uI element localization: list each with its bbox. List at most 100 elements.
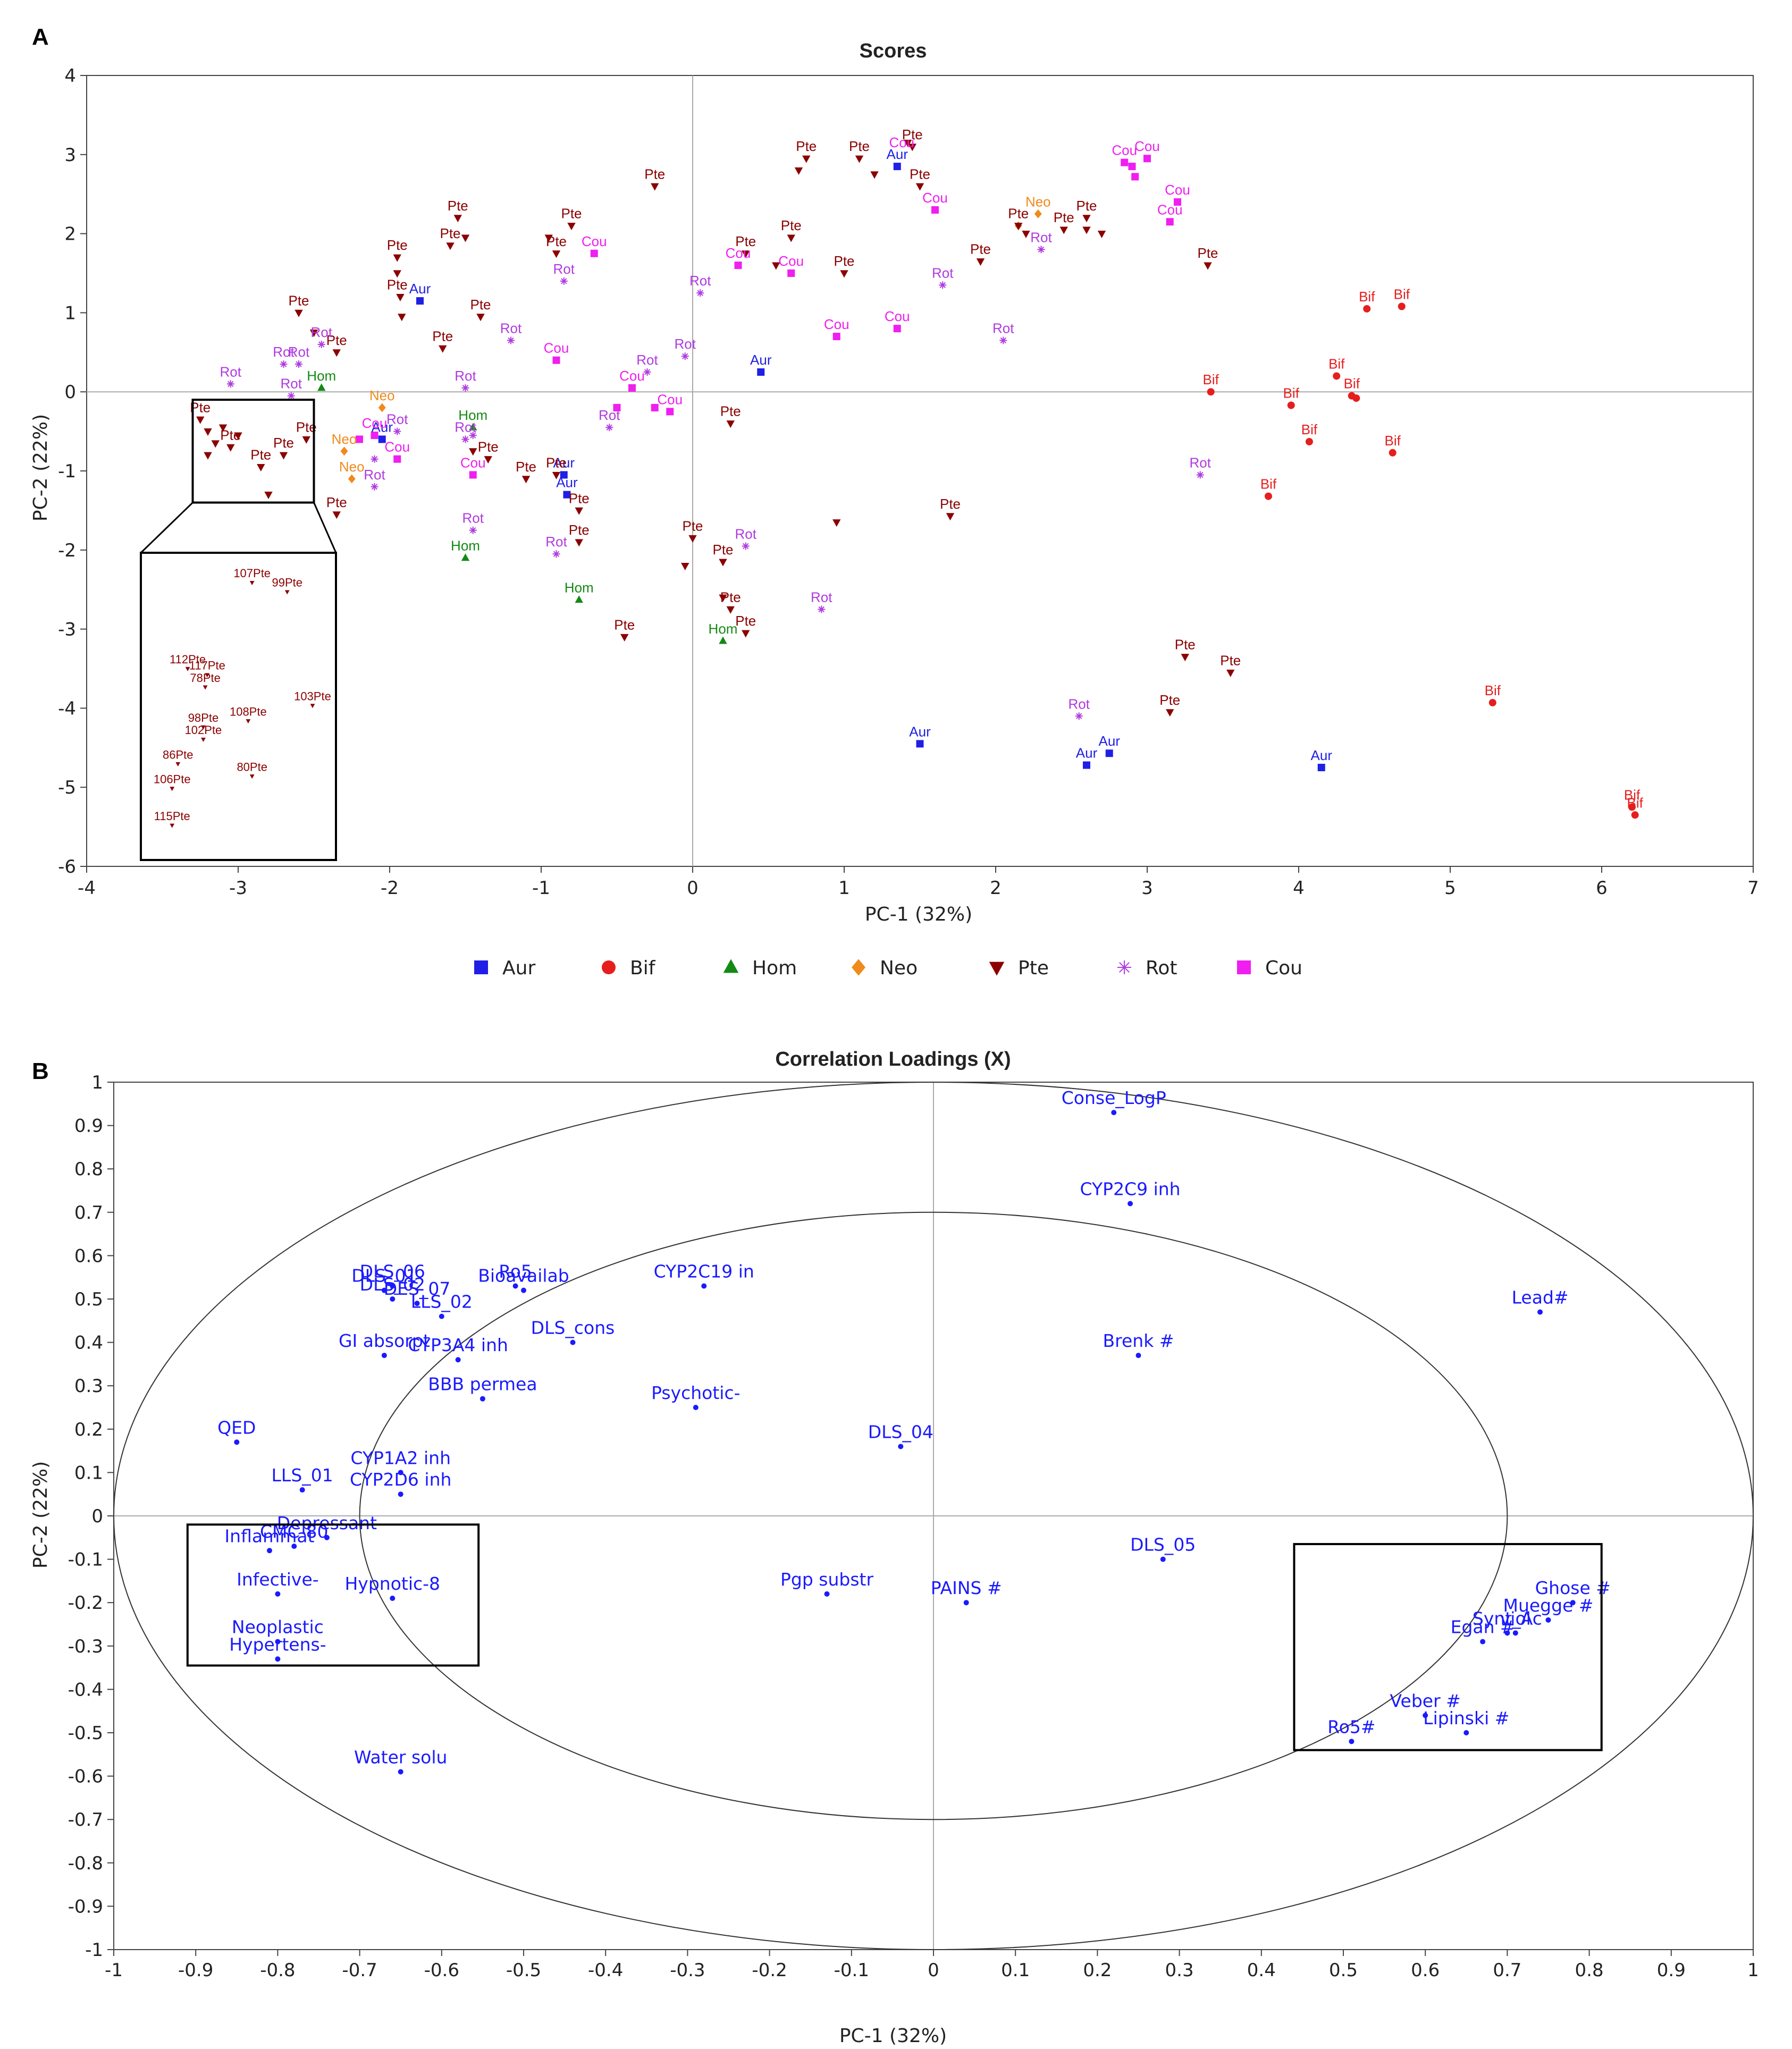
star-stroke (743, 543, 749, 550)
point-label-hom: Hom (565, 580, 594, 596)
data-point-rot (999, 336, 1007, 344)
loading-point (1128, 1201, 1133, 1207)
x-tick-label: 1 (1747, 1960, 1759, 1981)
x-tick-label: -2 (381, 878, 399, 899)
loading-point (275, 1639, 281, 1645)
point-label-pte: Pte (432, 328, 453, 344)
data-point-pte (567, 223, 576, 231)
inset-point (201, 737, 206, 742)
point-label-rot: Rot (364, 467, 385, 483)
loading-label: DLS_cons (531, 1318, 615, 1338)
data-point-pte (976, 258, 985, 266)
loading-point (414, 1301, 420, 1306)
inset-point (284, 590, 290, 595)
loading-point (1423, 1713, 1428, 1718)
chart-a-plot-area: -4 -3 -2 -1 0 1 2 3 4 5 6 743210-1-2-3-4-5-6AurAurA… (58, 65, 1759, 899)
point-label-rot: Rot (220, 364, 242, 380)
data-point-pte (1097, 231, 1106, 238)
loading-label: DLS_06 (360, 1261, 425, 1282)
data-point-rot (507, 336, 515, 344)
data-point-pte (552, 471, 561, 479)
panel-letter-b: B (32, 1058, 49, 1084)
loading-label: Infective- (237, 1569, 319, 1590)
loading-label: Lead# (1512, 1287, 1569, 1308)
point-label-bif: Bif (1359, 289, 1375, 305)
loading-label: DLS_02 (360, 1274, 425, 1295)
y-tick-label: -1 (58, 461, 76, 482)
loading-point (234, 1439, 240, 1445)
data-point-pte (681, 562, 689, 570)
x-tick-label: -0.3 (670, 1960, 705, 1981)
point-label-rot: Rot (1030, 229, 1052, 245)
x-tick-label: 2 (990, 878, 1002, 899)
y-tick-label: -0.1 (68, 1549, 103, 1571)
point-label-hom: Hom (307, 368, 336, 384)
inset-label: 103Pte (294, 689, 331, 703)
point-label-cou: Cou (1134, 138, 1160, 154)
x-tick-label: 0 (928, 1960, 939, 1981)
point-label-pte: Pte (516, 459, 536, 475)
point-label-pte: Pte (712, 542, 733, 558)
point-label-pte: Pte (940, 496, 961, 512)
point-label-rot: Rot (455, 419, 476, 435)
loading-point (1480, 1639, 1486, 1645)
star-stroke (818, 606, 825, 613)
data-point-rot (696, 289, 704, 297)
inset-label: 98Pte (188, 711, 219, 724)
data-point-rot (393, 427, 401, 435)
loading-label: DLS_05 (1130, 1534, 1196, 1555)
data-point-rot (280, 360, 288, 368)
point-label-pte: Pte (387, 277, 408, 293)
x-tick-label: 0.5 (1329, 1960, 1358, 1981)
data-point-cou (734, 262, 742, 269)
point-label-pte: Pte (440, 225, 460, 241)
point-label-cou: Cou (885, 308, 910, 324)
loading-label: Ghose # (1535, 1578, 1611, 1598)
data-point-aur (378, 435, 386, 443)
x-tick-label: 0.4 (1247, 1960, 1276, 1981)
loading-point (701, 1283, 707, 1289)
loading-label: Hypnotic-8 (344, 1573, 440, 1594)
data-point-pte (688, 535, 697, 543)
legend-marker-hom (723, 959, 739, 973)
inset-point (203, 685, 208, 690)
x-tick-label: -0.4 (588, 1960, 623, 1981)
data-point-pte (742, 630, 750, 638)
data-point-bif (1363, 305, 1371, 313)
inset-label: 115Pte (154, 810, 190, 823)
legend-label-neo: Neo (880, 957, 918, 979)
chart-b-title: Correlation Loadings (X) (775, 1048, 1011, 1070)
x-tick-label: -0.8 (260, 1960, 295, 1981)
data-point-rot (371, 483, 378, 491)
data-point-pte (521, 476, 531, 484)
point-label-rot: Rot (811, 589, 832, 605)
inset-label: 107Pte (233, 567, 271, 580)
loading-point (1537, 1309, 1543, 1315)
point-label-pte: Pte (561, 206, 582, 222)
y-tick-label: -0.2 (68, 1592, 103, 1614)
point-label-bif: Bif (1301, 421, 1318, 437)
point-label-pte: Pte (1054, 209, 1074, 225)
loading-label: CYP2C19 in (654, 1261, 754, 1282)
point-label-hom: Hom (709, 621, 738, 637)
point-label-rot: Rot (273, 344, 295, 360)
data-point-bif (1287, 401, 1295, 409)
loading-point (398, 1769, 403, 1775)
data-point-aur (560, 471, 568, 479)
data-point-pte (870, 171, 879, 179)
point-label-pte: Pte (1159, 692, 1180, 708)
loading-point (398, 1470, 403, 1475)
data-point-rot (287, 392, 295, 400)
y-tick-label: -5 (58, 777, 76, 798)
point-label-bif: Bif (1627, 795, 1644, 811)
y-tick-label: 0 (64, 382, 76, 403)
point-label-neo: Neo (1025, 193, 1051, 209)
y-tick-label: -0.4 (68, 1679, 103, 1700)
star-stroke (296, 361, 302, 367)
loading-label: Ro5# (1327, 1716, 1375, 1737)
y-tick-label: 0.6 (74, 1245, 103, 1267)
inner-correlation-ellipse (359, 1211, 1508, 1820)
data-point-rot (461, 384, 469, 392)
